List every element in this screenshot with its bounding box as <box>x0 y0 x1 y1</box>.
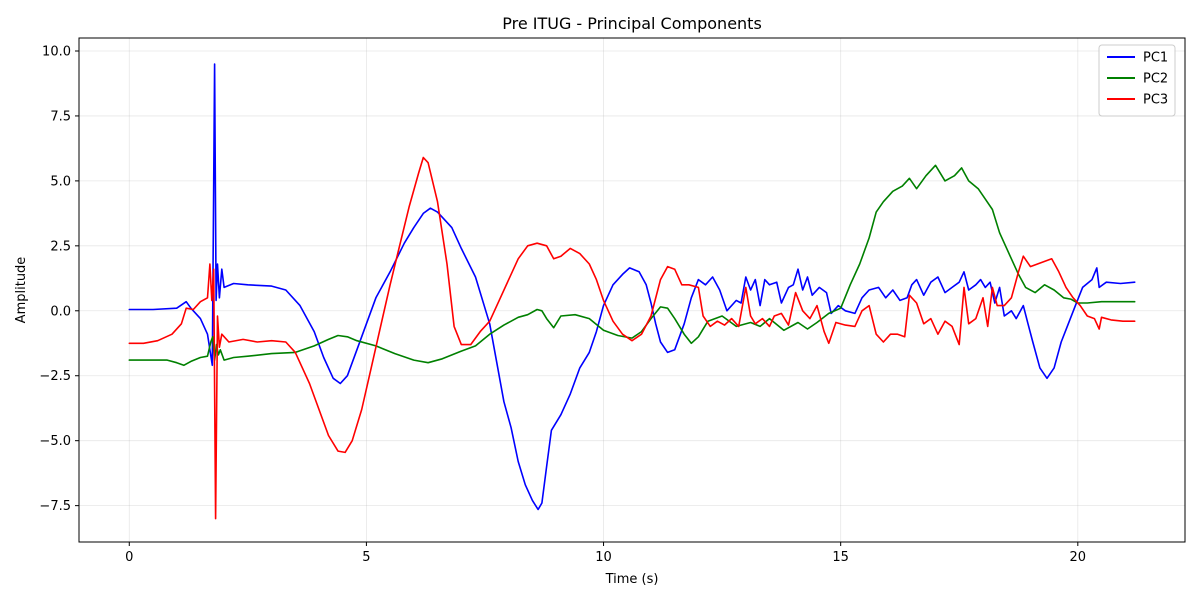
legend-label-pc3: PC3 <box>1143 93 1168 108</box>
series-lines <box>128 63 1136 520</box>
chart-title: Pre ITUG - Principal Components <box>502 14 762 33</box>
y-tick-label: −7.5 <box>39 499 71 514</box>
x-tick-label: 10 <box>595 550 612 565</box>
y-axis-label: Amplitude <box>14 257 29 324</box>
series-line-pc3 <box>128 156 1136 520</box>
x-tick-label: 0 <box>125 550 133 565</box>
y-tick-label: 7.5 <box>50 109 71 124</box>
y-tick-label: 2.5 <box>50 239 71 254</box>
series-line-pc2 <box>128 164 1136 367</box>
x-tick-label: 20 <box>1070 550 1087 565</box>
y-tick-label: 5.0 <box>50 174 71 189</box>
legend-label-pc1: PC1 <box>1143 51 1168 66</box>
plot-frame <box>78 37 1186 543</box>
y-tick-label: −5.0 <box>39 434 71 449</box>
series-line-pc1 <box>128 63 1136 511</box>
x-tick-label: 15 <box>832 550 849 565</box>
axis-ticks: 0 5 10 15 20 −7.5 −5.0 −2.5 0.0 2.5 5.0 7.5 10.0 <box>39 44 1086 565</box>
y-tick-label: 10.0 <box>42 44 71 59</box>
legend-label-pc2: PC2 <box>1143 72 1168 87</box>
x-axis-label: Time (s) <box>605 572 659 587</box>
x-tick-label: 5 <box>362 550 370 565</box>
grid <box>79 38 1185 542</box>
legend: PC1 PC2 PC3 <box>1098 44 1176 117</box>
y-tick-label: 0.0 <box>50 304 71 319</box>
y-tick-label: −2.5 <box>39 369 71 384</box>
